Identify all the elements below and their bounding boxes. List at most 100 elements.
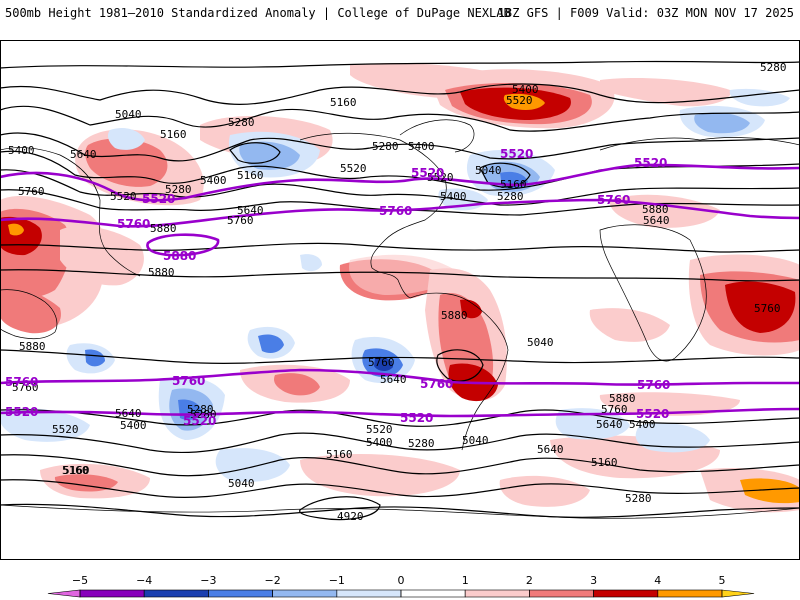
contour-line (229, 142, 281, 164)
contour-label: 5760 (754, 302, 781, 315)
contour-label: 5280 (497, 190, 524, 203)
contour-label: 5520 (340, 162, 367, 175)
colorbar-tick-label: 5 (719, 574, 726, 587)
highlight-label: 5520 (634, 156, 667, 170)
contour-label: 5640 (70, 148, 97, 161)
colorbar-tick-label: 1 (462, 574, 469, 587)
contour-labels: 5280 5400 5520 5040 5160 5280 5400 5640 … (5, 61, 787, 523)
contour-label: 5760 (227, 214, 254, 227)
contour-label: 5160 (500, 178, 527, 191)
negative-anomaly-shading (0, 88, 790, 482)
contour-label: 5280 (165, 183, 192, 196)
contour-line (479, 162, 531, 188)
anomaly-map: 5280 5400 5520 5040 5160 5280 5400 5640 … (0, 40, 800, 560)
colorbar-segment (47, 589, 81, 598)
contour-label: 5640 (596, 418, 623, 431)
contour-line (0, 409, 800, 427)
contour-label: 5400 (440, 190, 467, 203)
contour-label: 5160 (62, 464, 89, 477)
contour-line (0, 503, 800, 518)
contour-5760-north (0, 198, 800, 228)
contour-label: 5880 (441, 309, 468, 322)
colorbar-segment (593, 589, 659, 598)
colorbar-tick-label: 4 (654, 574, 661, 587)
contour-line (0, 132, 800, 162)
contour-line (0, 105, 800, 132)
highlight-contours (0, 163, 800, 418)
contour-line (0, 169, 800, 206)
highlight-label: 5520 (142, 192, 175, 206)
north-america-outline (299, 132, 447, 299)
contour-label: 5640 (537, 443, 564, 456)
australia-outline (0, 289, 58, 339)
contour-5520-south (0, 407, 800, 418)
colorbar-segment (336, 589, 402, 598)
contour-label: 5520 (427, 171, 454, 184)
contour-label: 5040 (475, 164, 502, 177)
colorbar-segment (464, 589, 530, 598)
run-info: 18Z GFS | F009 Valid: 03Z MON NOV 17 202… (497, 6, 794, 20)
contour-label: 5400 (120, 419, 147, 432)
africa-outline (599, 224, 707, 362)
contour-label: 5280 (228, 116, 255, 129)
contour-5760-south (0, 368, 800, 386)
contour-label: 5280 (760, 61, 787, 74)
contour-label: 5280 (408, 437, 435, 450)
highlight-label: 5760 (5, 375, 38, 389)
contour-label: 5640 (643, 214, 670, 227)
contour-label: 5400 (200, 174, 227, 187)
highlight-label: 5760 (172, 374, 205, 388)
colorbar-segment (272, 589, 338, 598)
contour-line (436, 349, 484, 382)
contour-line (299, 496, 381, 521)
colorbar-tick-label: −1 (329, 574, 345, 587)
contour-label: 5880 (609, 392, 636, 405)
contour-line (0, 242, 800, 253)
colorbar-segment (721, 589, 755, 598)
contour-label: 5880 (642, 203, 669, 216)
colorbar-segment (529, 589, 594, 598)
contour-line (0, 432, 800, 454)
contour-label: 5640 (115, 407, 142, 420)
contour-label: 5160 (330, 96, 357, 109)
contour-label: 5520 (366, 423, 393, 436)
highlight-label: 5760 (597, 193, 630, 207)
contour-label: 5400 (408, 140, 435, 153)
contour-label: 5280 (625, 492, 652, 505)
map-title: 500mb Height 1981–2010 Standardized Anom… (5, 6, 511, 20)
highlight-label: 5520 (5, 405, 38, 419)
contour-label: 5280 (190, 408, 217, 421)
contour-line (0, 60, 800, 69)
contour-label: 5880 (150, 222, 177, 235)
colorbar-segment (143, 589, 209, 598)
contour-label: 5760 (601, 403, 628, 416)
contour-label: 5160 (63, 464, 90, 477)
colorbar-tick-label: −5 (72, 574, 88, 587)
highlight-label: 5520 (636, 407, 669, 421)
greenland-outline (399, 119, 475, 153)
contour-line (0, 269, 800, 282)
contour-label: 5400 (366, 436, 393, 449)
antarctica-outline (0, 504, 800, 519)
colorbar-ticks: −5 −4 −3 −2 −1 0 1 2 3 4 5 (72, 574, 726, 597)
contour-line (0, 349, 800, 364)
colorbar-tick-label: 0 (398, 574, 405, 587)
contour-label: 5520 (506, 94, 533, 107)
contour-label: 4920 (337, 510, 364, 523)
highlight-label: 5520 (500, 147, 533, 161)
highlight-label: 5520 (183, 414, 216, 428)
contour-label: 5520 (52, 423, 79, 436)
contour-label: 5160 (326, 448, 353, 461)
colorbar-tick-label: 2 (526, 574, 533, 587)
contour-5880-closed (146, 233, 220, 257)
colorbar-segment (208, 589, 273, 598)
colorbar: −5 −4 −3 −2 −1 0 1 2 3 4 5 (47, 574, 755, 598)
contour-label: 5400 (629, 418, 656, 431)
coastlines (0, 119, 800, 519)
colorbar-segment (657, 589, 723, 598)
highlight-label: 5880 (163, 249, 196, 263)
highlight-label: 5760 (379, 204, 412, 218)
contour-label: 5520 (110, 190, 137, 203)
contour-line (0, 454, 800, 477)
colorbar-segment (79, 589, 145, 598)
